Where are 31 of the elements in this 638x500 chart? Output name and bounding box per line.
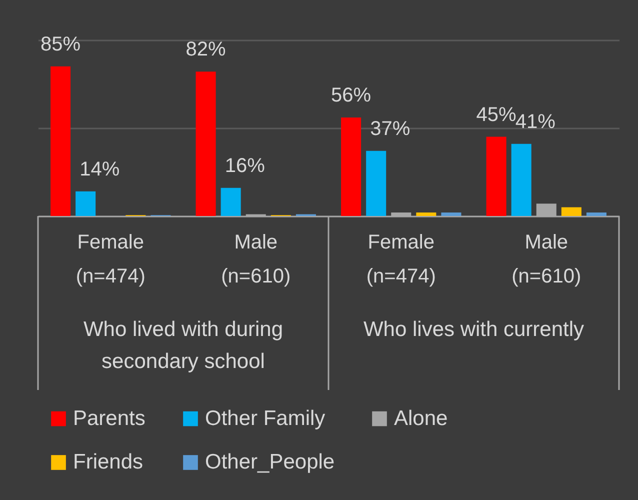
x-tick-label: Female (n=474) xyxy=(366,232,436,288)
data-label: 82% xyxy=(186,38,226,61)
x-tick-label: Female (n=474) xyxy=(76,232,146,288)
bar xyxy=(341,117,362,216)
data-label: 14% xyxy=(80,158,120,180)
legend-label: Friends xyxy=(73,450,144,474)
bar xyxy=(220,188,241,216)
legend-label: Parents xyxy=(73,406,146,430)
legend-label: Other_People xyxy=(205,450,335,474)
bar xyxy=(441,212,462,216)
data-label: 85% xyxy=(40,33,81,56)
data-label: 45% xyxy=(476,104,517,126)
bar xyxy=(366,150,386,216)
bar xyxy=(196,72,216,216)
data-label: 41% xyxy=(515,110,556,133)
bar xyxy=(76,191,96,216)
text: Who lived with during secondary school xyxy=(83,318,284,373)
data-label: 16% xyxy=(224,154,266,177)
bar xyxy=(50,66,71,216)
data-label: 56% xyxy=(331,84,372,106)
bar xyxy=(416,212,436,216)
x-tick-label: Male (n=610) xyxy=(512,232,582,288)
bar xyxy=(586,212,606,216)
x-tick-label: Male (n=610) xyxy=(221,232,291,288)
bar xyxy=(486,136,506,216)
legend-label: Alone xyxy=(394,406,448,430)
bar xyxy=(561,207,582,216)
data-label: 37% xyxy=(370,118,410,140)
text: Who lives with currently xyxy=(363,318,585,341)
legend-label: Other Family xyxy=(205,406,326,430)
bar xyxy=(511,144,532,216)
